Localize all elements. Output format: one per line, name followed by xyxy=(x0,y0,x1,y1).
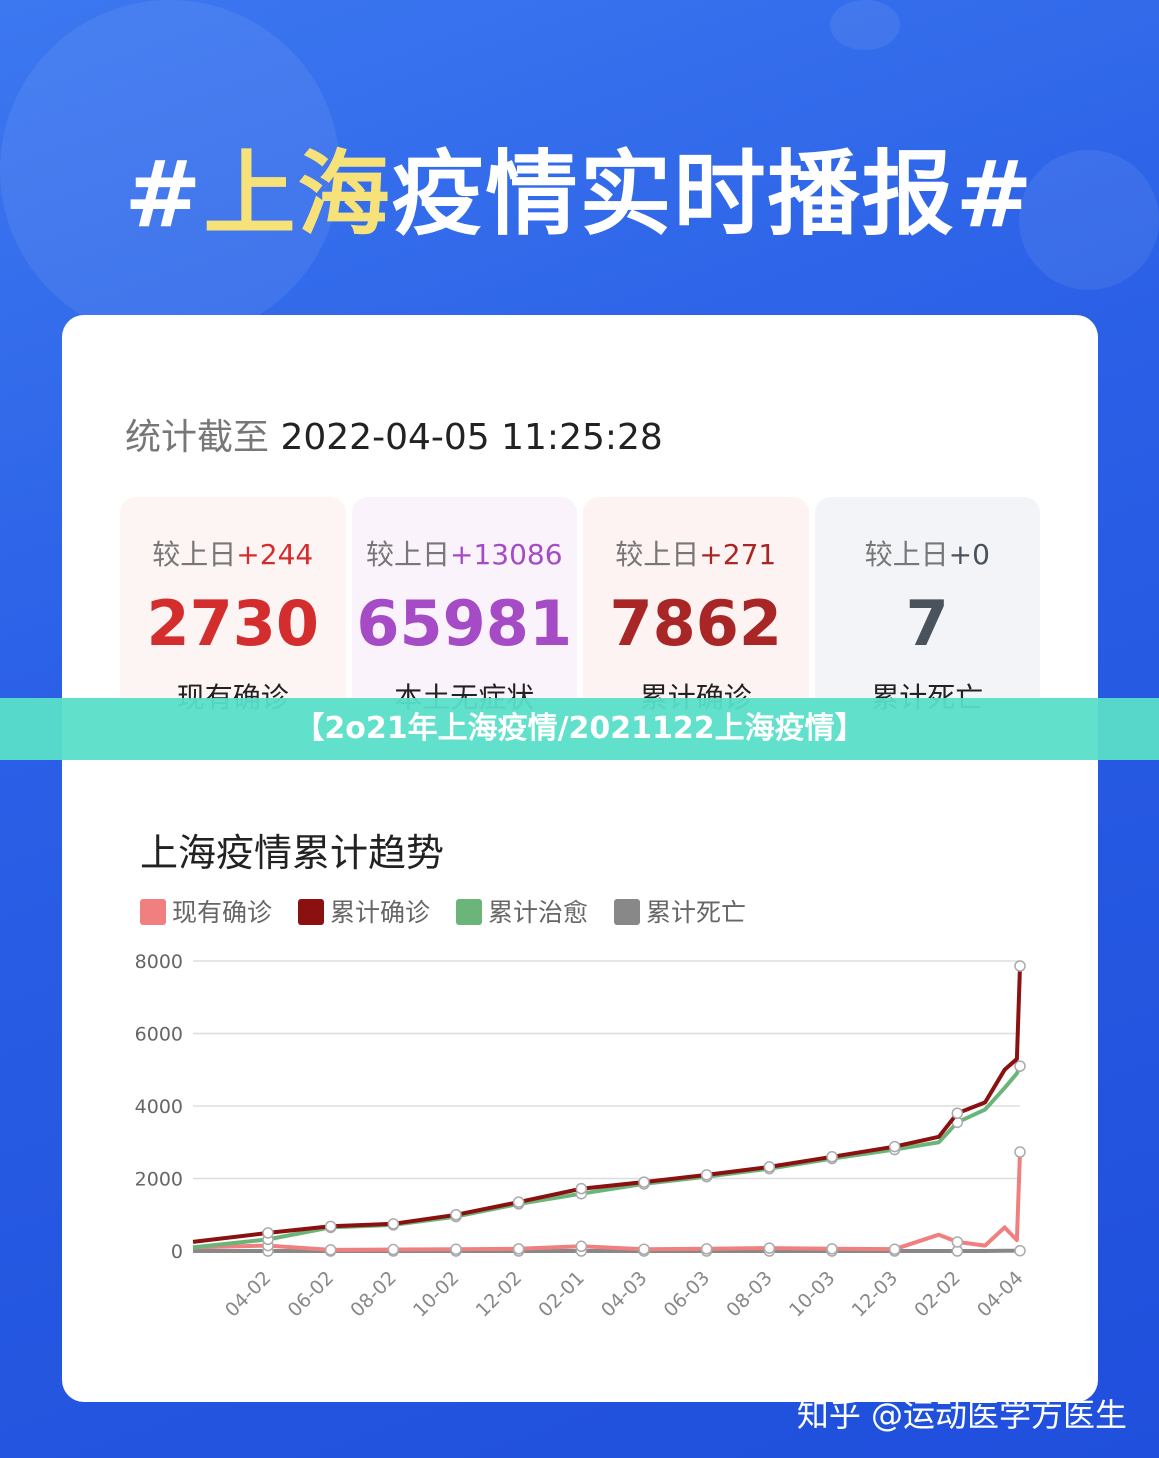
stat-card: 较上日+0 7 累计死亡 xyxy=(814,497,1040,717)
stat-value: 65981 xyxy=(356,587,573,660)
legend-item[interactable]: 现有确诊 xyxy=(140,893,272,929)
overlay-banner: 【2o21年上海疫情/2021122上海疫情】 xyxy=(0,698,1159,760)
data-point xyxy=(324,1244,337,1256)
data-point xyxy=(700,1243,713,1255)
data-point xyxy=(450,1209,462,1221)
x-tick-label: 06-02 xyxy=(284,1267,339,1322)
data-point xyxy=(763,1242,776,1254)
legend-swatch xyxy=(456,899,483,925)
x-tick-label: 12-03 xyxy=(848,1267,903,1322)
data-point xyxy=(888,1243,901,1255)
decor-virus xyxy=(830,0,900,50)
x-tick-label: 10-03 xyxy=(785,1267,840,1322)
decor-circle xyxy=(0,0,340,340)
x-tick-label: 08-02 xyxy=(346,1267,401,1322)
stat-card: 较上日+13086 65981 本土无症状 xyxy=(351,497,577,717)
stat-delta: 较上日+0 xyxy=(864,538,990,571)
legend-swatch xyxy=(298,899,325,925)
series-line xyxy=(192,965,1022,1244)
x-tick-label: 12-02 xyxy=(472,1267,527,1322)
data-point xyxy=(951,1107,964,1119)
data-point xyxy=(575,1182,588,1195)
watermark: 知乎 @运动医学方医生 xyxy=(796,1396,1127,1434)
x-tick-label: 04-04 xyxy=(973,1267,1028,1322)
y-tick-label: 4000 xyxy=(135,1096,183,1118)
legend-label: 累计死亡 xyxy=(646,898,747,927)
series-line xyxy=(192,1065,1022,1250)
data-point xyxy=(450,1243,462,1255)
stats-row: 较上日+244 2730 现有确诊较上日+13086 65981 本土无症状较上… xyxy=(120,497,1040,717)
stat-delta: 较上日+244 xyxy=(152,538,314,571)
x-tick-label: 06-03 xyxy=(660,1267,715,1322)
data-point xyxy=(1014,960,1026,972)
y-tick-label: 6000 xyxy=(135,1024,183,1046)
legend-swatch xyxy=(140,899,166,925)
x-tick-label: 02-02 xyxy=(910,1267,965,1322)
legend-item[interactable]: 累计死亡 xyxy=(614,893,746,929)
data-point xyxy=(700,1169,713,1181)
x-tick-label: 02-01 xyxy=(534,1267,589,1322)
data-point xyxy=(1014,1060,1026,1072)
data-point xyxy=(1014,1146,1026,1158)
x-tick-label: 04-03 xyxy=(597,1267,652,1322)
y-tick-label: 8000 xyxy=(135,951,183,973)
data-point xyxy=(638,1176,650,1188)
timestamp: 统计截至 2022-04-05 11:25:28 xyxy=(125,417,663,458)
legend-label: 累计治愈 xyxy=(488,898,589,927)
data-point xyxy=(575,1240,588,1253)
data-point xyxy=(763,1161,776,1173)
x-tick-label: 10-02 xyxy=(409,1267,464,1322)
data-point xyxy=(826,1151,838,1163)
legend-label: 现有确诊 xyxy=(172,898,273,927)
data-point xyxy=(888,1140,901,1153)
chart-legend: 现有确诊 累计确诊 累计治愈 累计死亡 xyxy=(140,893,746,929)
legend-item[interactable]: 累计确诊 xyxy=(298,893,430,929)
data-point xyxy=(951,1236,964,1248)
legend-item[interactable]: 累计治愈 xyxy=(456,893,588,929)
data-point xyxy=(387,1243,400,1256)
data-point xyxy=(638,1243,650,1255)
stat-value: 7862 xyxy=(609,587,783,660)
y-tick-label: 2000 xyxy=(135,1169,183,1191)
stat-value: 7 xyxy=(905,587,949,660)
stat-delta: 较上日+271 xyxy=(615,538,777,571)
stat-value: 2730 xyxy=(146,587,320,660)
legend-label: 累计确诊 xyxy=(330,898,431,927)
data-point xyxy=(512,1196,525,1208)
legend-swatch xyxy=(614,899,641,925)
stat-delta: 较上日+13086 xyxy=(365,538,563,571)
data-point xyxy=(512,1243,525,1255)
data-point xyxy=(387,1218,400,1230)
x-tick-label: 04-02 xyxy=(221,1267,276,1322)
data-point xyxy=(262,1227,274,1239)
data-point xyxy=(826,1243,838,1255)
y-tick-label: 0 xyxy=(171,1241,183,1263)
chart-title: 上海疫情累计趋势 xyxy=(140,831,445,875)
decor-virus xyxy=(1019,150,1159,290)
series-line xyxy=(192,1151,1022,1252)
stat-card: 较上日+271 7862 累计确诊 xyxy=(583,497,809,717)
data-point xyxy=(1014,1244,1026,1257)
page-title: #上海疫情实时播报# xyxy=(124,141,1035,248)
data-point xyxy=(324,1220,337,1233)
content-card xyxy=(62,315,1098,1402)
x-tick-label: 08-03 xyxy=(722,1267,777,1322)
